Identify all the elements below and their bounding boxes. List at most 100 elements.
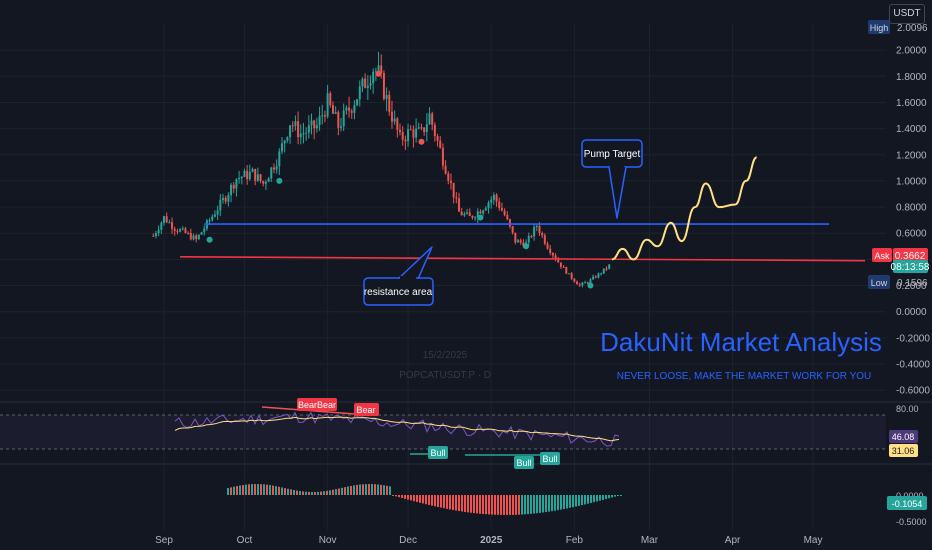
x-tick-label: Nov (319, 535, 337, 546)
candle-body (219, 199, 222, 211)
candle-body (189, 232, 192, 240)
resistance-callout[interactable]: resistance area (363, 246, 434, 306)
candle-body (511, 226, 514, 233)
high-label: High (870, 23, 889, 33)
high-value: 2.0096 (897, 23, 928, 34)
low-value: 0.1596 (897, 278, 928, 289)
pump-target-callout[interactable]: Pump Target (581, 139, 643, 219)
y-tick-label: -0.6000 (896, 386, 930, 397)
macd-bar (350, 485, 352, 495)
macd-bar (353, 485, 355, 495)
candle-body (307, 125, 310, 133)
candle-body (340, 126, 343, 128)
candle-body (517, 240, 520, 243)
candle-body (460, 211, 463, 216)
macd-bar (398, 495, 400, 498)
time-axis[interactable]: Sep Oct Nov Dec 2025 Feb Mar Apr May (155, 535, 822, 546)
x-tick-label: Sep (155, 535, 173, 546)
macd-bar (278, 486, 280, 495)
macd-bar (551, 495, 553, 512)
candle-body (385, 94, 388, 99)
candle-body (334, 112, 337, 114)
candle-body (584, 282, 587, 284)
signal-dot (477, 214, 484, 221)
candle-body (232, 184, 235, 189)
candle-body (581, 282, 584, 286)
x-tick-label: Dec (399, 535, 417, 546)
candle-body (331, 105, 334, 114)
candle-body (592, 276, 595, 280)
macd-bar (236, 486, 238, 495)
rsi-value: 46.08 (892, 432, 915, 442)
macd-bar (305, 491, 307, 495)
candle-body (602, 268, 605, 274)
macd-bar (452, 495, 454, 510)
rsi-pane[interactable]: BearBear Bear Bull Bull Bull 80.00 46.08… (0, 398, 919, 469)
candle-body (388, 94, 391, 112)
candle-body (559, 262, 562, 267)
macd-bar (605, 495, 607, 500)
candle-body (506, 214, 509, 220)
candle-body (404, 139, 407, 142)
projection-path[interactable] (611, 156, 758, 261)
macd-bar (485, 495, 487, 515)
candle-body (222, 198, 225, 200)
candle-body (447, 173, 450, 181)
resistance-label: resistance area (364, 287, 433, 298)
macd-bar (494, 495, 496, 515)
candle-body (458, 198, 461, 212)
macd-bar (440, 495, 442, 508)
macd-bar (482, 495, 484, 515)
macd-bar (386, 485, 388, 495)
candle-body (474, 217, 477, 219)
candle-body (503, 210, 506, 215)
x-tick-label: Mar (641, 535, 659, 546)
macd-bar (266, 484, 268, 495)
macd-bar (365, 484, 367, 495)
macd-bar (371, 484, 373, 495)
macd-bar (269, 485, 271, 495)
candle-body (342, 110, 345, 127)
macd-bar (419, 495, 421, 503)
candle-body (393, 118, 396, 122)
candle-body (208, 220, 211, 222)
price-axis[interactable]: 2.0000 1.8000 1.6000 1.4000 1.2000 1.0000 0.80… (896, 46, 930, 397)
candle-body (353, 105, 356, 113)
macd-bar (407, 495, 409, 500)
bearbear-tag: BearBear (297, 398, 337, 411)
candle-body (254, 168, 257, 181)
resistance-line[interactable] (180, 255, 866, 262)
candle-body (163, 216, 165, 223)
macd-bar (230, 487, 232, 495)
macd-bar (434, 495, 436, 507)
macd-bar (539, 495, 541, 513)
candle-body (519, 240, 522, 243)
candle-body (275, 166, 278, 170)
candle-body (578, 284, 581, 286)
macd-bar (281, 487, 283, 495)
candle-body (423, 127, 426, 132)
candle-body (286, 137, 289, 141)
macd-bar (380, 484, 382, 495)
signal-dot (587, 282, 594, 289)
macd-bar (362, 484, 364, 495)
macd-bar (575, 495, 577, 507)
macd-tick-neg: -0.5000 (896, 517, 927, 527)
macd-bar (593, 495, 595, 503)
macd-bar (479, 495, 481, 514)
candle-body (165, 216, 168, 223)
macd-bar (314, 491, 316, 495)
candle-body (246, 170, 249, 180)
currency-button[interactable]: USDT (889, 4, 925, 24)
candle-body (541, 233, 544, 236)
brand-tagline: NEVER LOOSE, MAKE THE MARKET WORK FOR YO… (617, 371, 872, 382)
candle-body (428, 113, 431, 125)
y-tick-label: 0.0000 (896, 307, 927, 318)
candle-body (570, 273, 573, 279)
macd-pane[interactable]: 0.0000 -0.5000 -0.1054 (227, 484, 927, 527)
macd-bar (374, 484, 376, 495)
candle-body (390, 111, 393, 122)
macd-bar (431, 495, 433, 506)
candle-body (294, 121, 297, 127)
